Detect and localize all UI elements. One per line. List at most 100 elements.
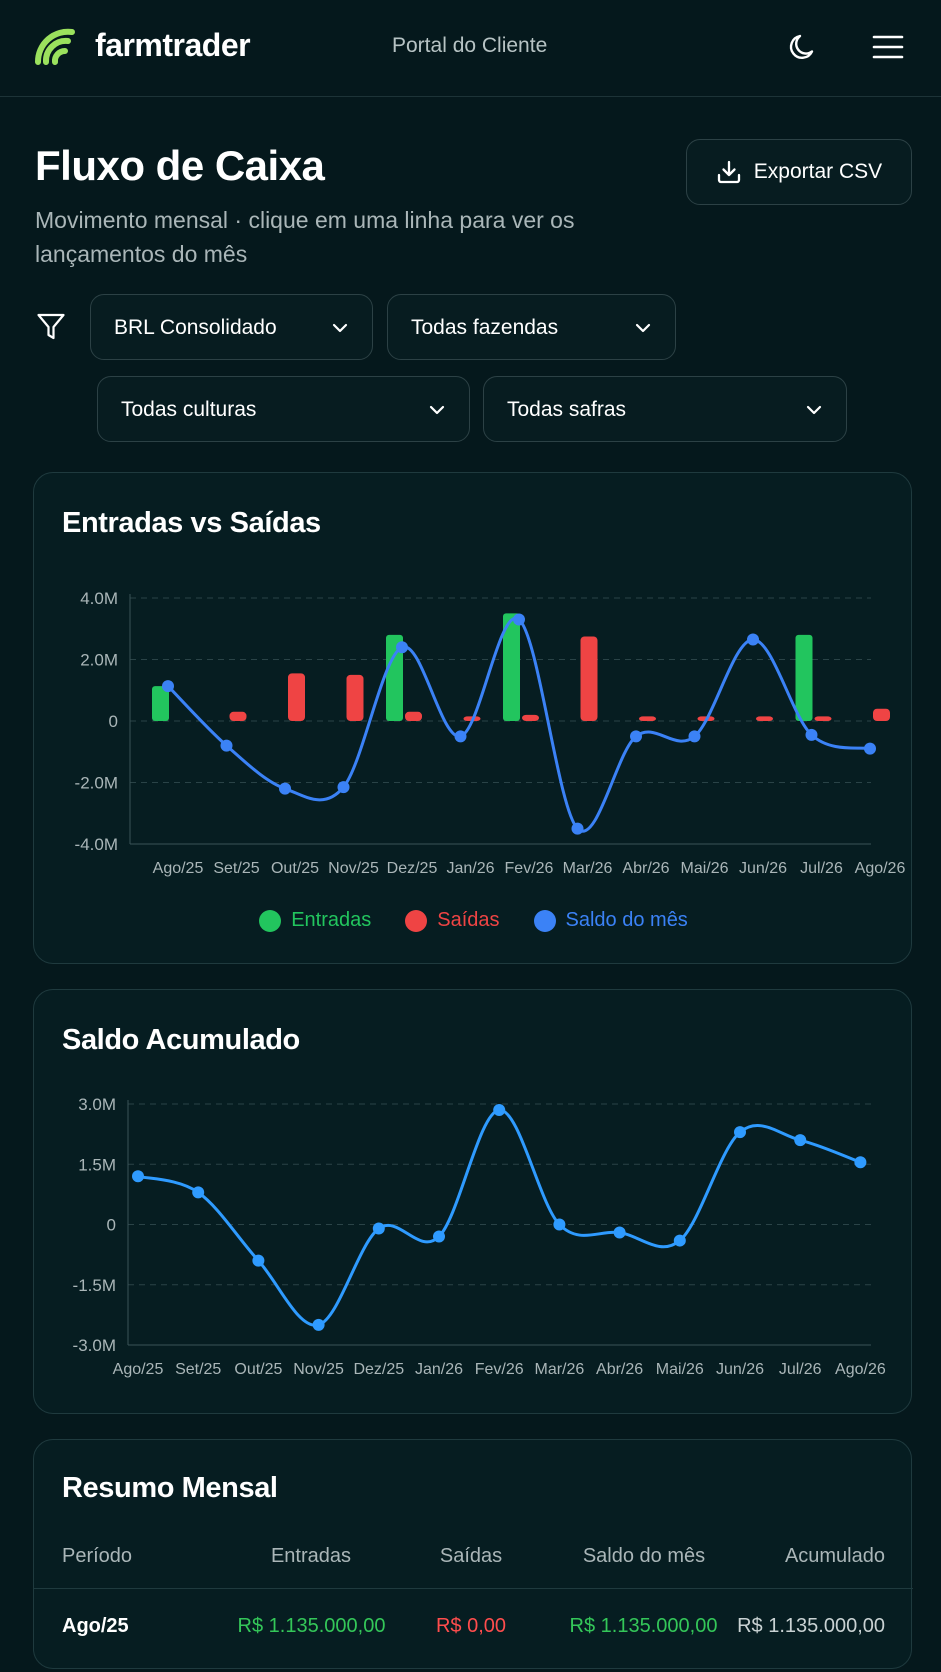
entradas-saidas-title: Entradas vs Saídas <box>62 507 321 539</box>
saldo-point <box>162 680 174 693</box>
acumulado-point <box>854 1156 867 1169</box>
row-periodo: Ago/25 <box>62 1615 129 1637</box>
x-tick-label: Ago/26 <box>855 860 906 877</box>
legend-saldo-swatch <box>533 909 556 932</box>
x-tick-label: Dez/25 <box>353 1361 404 1378</box>
acumulado-point <box>734 1126 746 1139</box>
y-tick-label: 0 <box>107 1216 116 1235</box>
column-header-periodo[interactable]: Período <box>62 1545 133 1567</box>
x-tick-label: Abr/26 <box>622 860 669 877</box>
entradas-bar <box>152 686 169 721</box>
row-saldo: R$ 1.135.000,00 <box>569 1615 718 1637</box>
chevron-down-icon <box>332 323 348 333</box>
page-title: Fluxo de Caixa <box>35 142 325 189</box>
hamburger-menu-icon[interactable] <box>872 34 904 60</box>
y-tick-label: 0 <box>109 712 118 731</box>
x-tick-label: Ago/26 <box>835 1361 886 1378</box>
chart-legend: Entradas Saídas Saldo do mês <box>34 909 913 932</box>
resumo-mensal-card: Resumo Mensal Período Entradas Saídas Sa… <box>33 1439 913 1669</box>
entradas-bar <box>795 634 813 721</box>
x-tick-label: Mai/26 <box>656 1361 704 1378</box>
saldo-point <box>630 730 642 743</box>
crop-select[interactable]: Todas culturas <box>97 376 470 442</box>
saldo-acumulado-title: Saldo Acumulado <box>62 1024 300 1056</box>
y-tick-label: -3.0M <box>73 1336 116 1355</box>
x-tick-label: Mar/26 <box>535 1361 585 1378</box>
acumulado-point <box>132 1170 144 1183</box>
legend-entradas-label: Entradas <box>291 909 372 931</box>
saldo-point <box>337 781 350 794</box>
acumulado-point <box>192 1186 205 1199</box>
saidas-bar <box>639 716 656 721</box>
row-entradas: R$ 1.135.000,00 <box>237 1615 386 1637</box>
export-csv-button[interactable]: Exportar CSV <box>686 139 912 205</box>
dark-mode-moon-icon[interactable] <box>787 31 819 63</box>
season-select[interactable]: Todas safras <box>483 376 847 442</box>
farm-select[interactable]: Todas fazendas <box>387 294 676 360</box>
saldo-acumulado-chart[interactable]: 3.0M 1.5M 0 -1.5M -3.0M Ago/25 Set/25 Out/25 Nov… <box>34 990 913 1415</box>
column-header-acumulado[interactable]: Acumulado <box>784 1545 885 1567</box>
acumulado-point <box>794 1134 807 1147</box>
saldo-point <box>454 730 467 743</box>
acumulado-point <box>433 1230 445 1243</box>
chevron-down-icon <box>429 405 445 415</box>
legend-saidas[interactable]: Saídas <box>405 909 500 932</box>
column-header-saidas[interactable]: Saídas <box>439 1545 503 1567</box>
y-tick-label: 1.5M <box>78 1155 116 1174</box>
entradas-bar <box>386 634 403 721</box>
x-tick-label: Dez/25 <box>387 860 438 877</box>
x-tick-label: Fev/26 <box>475 1361 524 1378</box>
saidas-bar <box>288 673 305 721</box>
export-csv-label: Exportar CSV <box>753 160 883 183</box>
saldo-point <box>747 633 759 646</box>
column-header-entradas[interactable]: Entradas <box>270 1545 352 1567</box>
saldo-point <box>571 822 584 835</box>
column-header-saldo[interactable]: Saldo do mês <box>582 1545 706 1567</box>
x-tick-label: Nov/25 <box>293 1361 344 1378</box>
x-tick-label: Jun/26 <box>716 1361 764 1378</box>
chevron-down-icon <box>806 405 822 415</box>
x-tick-label: Out/25 <box>271 860 319 877</box>
farm-select-value: Todas fazendas <box>411 316 559 339</box>
portal-label: Portal do Cliente <box>392 34 548 57</box>
y-tick-label: 4.0M <box>80 589 118 608</box>
x-tick-label: Mai/26 <box>680 860 728 877</box>
entradas-saidas-card: Entradas vs Saídas 4.0M 2.0M 0 -2.0M -4.0M Ag… <box>33 472 912 964</box>
y-tick-label: -2.0M <box>75 774 118 793</box>
legend-saldo-label: Saldo do mês <box>565 909 688 931</box>
saldo-acumulado-card: Saldo Acumulado 3.0M 1.5M 0 -1.5M -3.0M Ago/2… <box>33 989 912 1414</box>
legend-saldo[interactable]: Saldo do mês <box>533 909 688 932</box>
y-tick-label: 2.0M <box>80 651 118 670</box>
x-tick-label: Fev/26 <box>505 860 554 877</box>
farmtrader-logo-icon[interactable] <box>34 26 76 66</box>
acumulado-line <box>137 1108 861 1327</box>
entradas-saidas-chart[interactable]: 4.0M 2.0M 0 -2.0M -4.0M Ago/25 Set/25 Out/25 Nov… <box>34 473 913 965</box>
legend-entradas-swatch <box>259 909 282 932</box>
saldo-point <box>279 782 291 795</box>
x-tick-label: Ago/25 <box>113 1361 164 1378</box>
legend-entradas[interactable]: Entradas <box>259 909 371 932</box>
x-tick-label: Set/25 <box>213 860 259 877</box>
crop-select-value: Todas culturas <box>121 398 257 421</box>
currency-select[interactable]: BRL Consolidado <box>90 294 373 360</box>
brand-name[interactable]: farmtrader <box>95 27 251 63</box>
download-icon <box>717 160 740 184</box>
x-tick-label: Out/25 <box>234 1361 282 1378</box>
x-tick-label: Nov/25 <box>328 860 379 877</box>
currency-select-value: BRL Consolidado <box>114 316 277 339</box>
y-tick-label: -4.0M <box>75 835 118 854</box>
saldo-point <box>220 739 233 752</box>
saidas-bar <box>405 711 422 721</box>
acumulado-point <box>372 1222 385 1235</box>
filter-icon <box>37 313 65 340</box>
acumulado-point <box>553 1218 566 1231</box>
y-tick-label: -1.5M <box>73 1276 116 1295</box>
acumulado-point <box>613 1226 626 1239</box>
x-tick-label: Set/25 <box>175 1361 221 1378</box>
resumo-mensal-title: Resumo Mensal <box>62 1472 278 1504</box>
table-row[interactable]: Ago/25 R$ 1.135.000,00 R$ 0,00 R$ 1.135.… <box>34 1588 913 1660</box>
saidas-bar <box>346 674 364 721</box>
acumulado-point <box>493 1104 506 1117</box>
legend-saidas-label: Saídas <box>437 909 500 931</box>
page-subtitle: Movimento mensal · clique em uma linha p… <box>35 207 575 267</box>
